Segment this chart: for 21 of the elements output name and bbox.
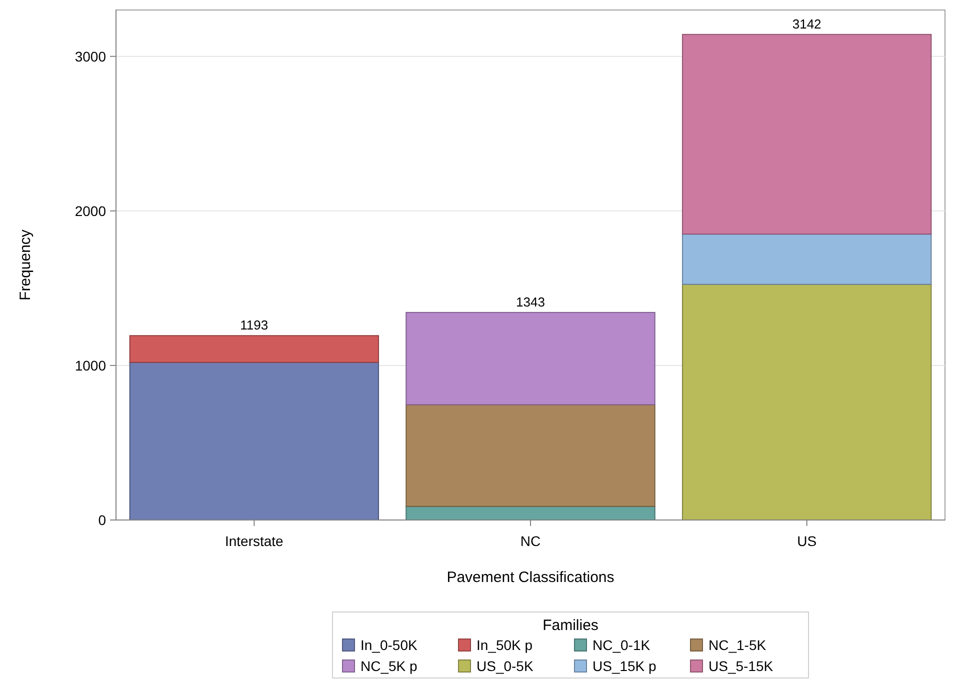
y-axis-title: Frequency	[17, 229, 34, 300]
total-label: 3142	[792, 16, 822, 32]
y-tick-label: 0	[98, 512, 106, 528]
x-tick-label: NC	[520, 533, 541, 549]
legend-label: US_15K p	[592, 658, 657, 674]
legend-label: NC_0-1K	[592, 636, 651, 653]
x-axis-title: Pavement Classifications	[446, 569, 614, 586]
y-tick-label: 3000	[74, 48, 106, 64]
x-tick-label: US	[797, 533, 817, 549]
legend-label: In_0-50K	[360, 636, 418, 653]
legend-label: NC_1-5K	[708, 636, 767, 653]
legend-label: US_0-5K	[476, 658, 534, 674]
legend-label: In_50K p	[476, 636, 533, 653]
y-tick-label: 1000	[74, 357, 106, 374]
y-tick-label: 2000	[74, 202, 106, 219]
total-label: 1343	[516, 294, 545, 310]
legend-label: NC_5K p	[360, 658, 418, 674]
legend-label: US_5-15K	[708, 658, 774, 674]
legend-title: Families	[542, 617, 598, 634]
total-label: 1193	[240, 318, 268, 333]
x-tick-label: Interstate	[224, 533, 284, 549]
